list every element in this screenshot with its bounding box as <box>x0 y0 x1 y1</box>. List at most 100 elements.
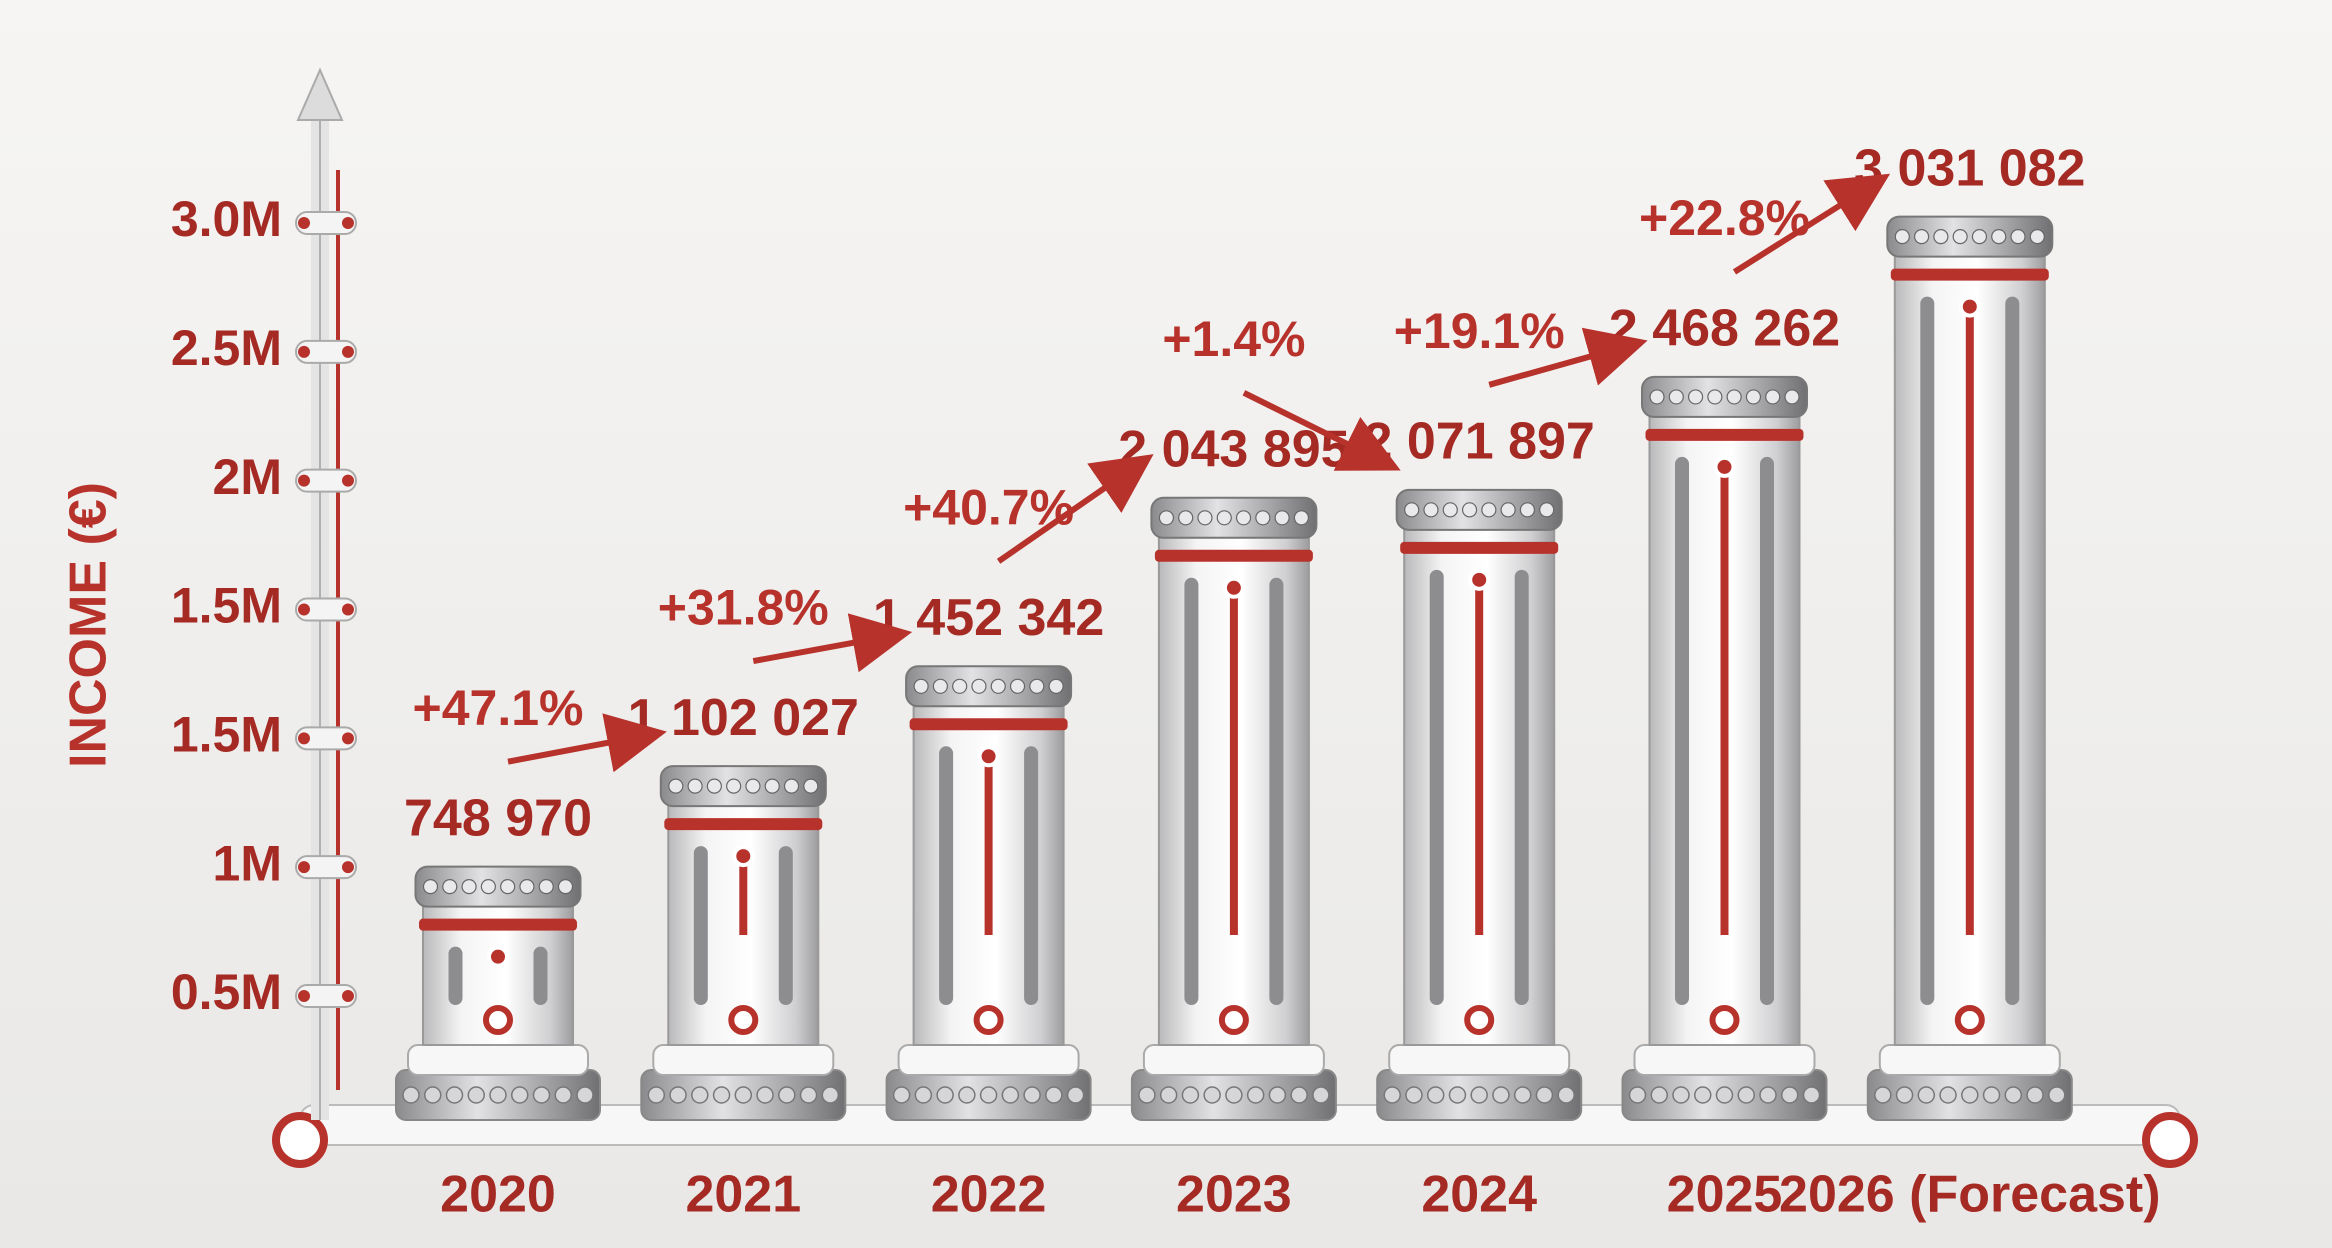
bearing-ball <box>1687 389 1704 405</box>
column-bolt <box>977 745 1000 768</box>
x-tick-label: 2026 (Forecast) <box>1779 1166 2161 1224</box>
bearing-ball <box>1759 1086 1777 1104</box>
column-base <box>897 1044 1080 1076</box>
bearing-ball <box>538 879 554 895</box>
x-tick-label: 2022 <box>931 1166 1047 1224</box>
bearing-ball <box>1178 510 1194 526</box>
bearing-ball <box>1423 502 1439 518</box>
column-slot <box>1024 746 1039 1005</box>
axis-clip-dot <box>342 217 354 229</box>
column-bolt <box>973 1005 1004 1035</box>
bearing-ball <box>952 678 968 694</box>
growth-label: +1.4% <box>1162 311 1305 367</box>
column-stripe <box>1965 316 1974 935</box>
axis-clip-dot <box>342 990 354 1002</box>
bearing-cap <box>1150 496 1318 539</box>
column-slot <box>1429 569 1444 1005</box>
bearing-ball <box>1404 502 1420 518</box>
column-base <box>1633 1044 1816 1076</box>
bearing-ball <box>821 1086 840 1104</box>
bearing-ball <box>979 1086 998 1104</box>
bearing-ball <box>1426 1086 1445 1104</box>
bearing-ball <box>1894 229 1910 245</box>
column-red-ring <box>664 818 823 831</box>
column-stripe <box>739 866 748 935</box>
bearing-ball <box>892 1086 911 1104</box>
bearing-ball <box>687 778 703 794</box>
bearing-ball <box>1225 1086 1243 1104</box>
bearing-ball <box>1895 1086 1914 1104</box>
bearing-ball <box>1048 678 1064 694</box>
bearing-ball <box>1405 1086 1423 1104</box>
bearing-ball <box>1745 389 1762 405</box>
column-slot <box>1760 456 1774 1005</box>
bearing-ball <box>803 778 819 794</box>
bearing-ball <box>1461 502 1478 518</box>
column-base <box>1388 1044 1571 1076</box>
axis-clip-dot <box>342 732 354 745</box>
growth-label: +47.1% <box>413 680 584 736</box>
bearing-ball <box>706 778 722 794</box>
column-bolt <box>728 1005 759 1035</box>
bearing-ball <box>1216 510 1232 526</box>
bearing-ball <box>1535 1086 1554 1104</box>
bearing-ball <box>1197 510 1213 526</box>
bearing-ball <box>1650 1086 1668 1104</box>
bearing-cap <box>1886 215 2054 258</box>
bearing-ball <box>1481 502 1497 518</box>
bearing-ball <box>576 1086 594 1104</box>
bearing-ball <box>1159 1086 1178 1104</box>
value-label: 2 468 262 <box>1609 300 1840 358</box>
bearing-ball <box>489 1086 507 1104</box>
bearing-ball <box>1470 1086 1488 1104</box>
bearing-ball <box>669 1086 687 1104</box>
bearing-ball <box>1668 389 1684 405</box>
value-label: 3 031 082 <box>1854 139 2085 197</box>
column-bolt <box>732 845 755 868</box>
bearing-ball <box>422 879 439 895</box>
y-axis-arrow <box>296 67 344 121</box>
bearing-ball <box>1539 502 1555 518</box>
bearing-ball <box>668 778 684 794</box>
growth-label: +19.1% <box>1394 303 1565 359</box>
bearing-ball <box>2004 1086 2023 1104</box>
x-tick-label: 2021 <box>685 1166 801 1224</box>
base-bolt <box>2142 1112 2198 1168</box>
axis-clip-dot <box>342 345 354 358</box>
bearing-ball <box>2048 1086 2066 1104</box>
bearing-ball <box>1913 229 1930 245</box>
bearing-ball <box>1557 1086 1575 1104</box>
base-bolt <box>272 1112 328 1168</box>
growth-arrow <box>507 713 667 773</box>
bearing-ball <box>402 1086 420 1104</box>
bearing-cap <box>414 865 582 908</box>
axis-clip-dot <box>298 990 310 1002</box>
growth-label: +40.7% <box>903 480 1074 536</box>
column-base <box>1878 1044 2061 1076</box>
bearing-ball <box>712 1086 731 1104</box>
growth-label: +22.8% <box>1639 190 1810 246</box>
bearing-ball <box>500 879 516 895</box>
bearing-ball <box>1181 1086 1200 1104</box>
axis-clip-dot <box>298 732 310 745</box>
growth-arrow <box>752 613 913 673</box>
bearing-ball <box>958 1086 976 1104</box>
column-bolt <box>1464 1005 1495 1035</box>
bearing-ball <box>764 778 780 794</box>
axis-clip-dot <box>298 474 310 487</box>
bearing-ball <box>1500 502 1516 518</box>
bearing-ball <box>1513 1086 1532 1104</box>
bearing-ball <box>1274 510 1290 526</box>
column-red-ring <box>1645 428 1804 441</box>
bearing-ball <box>1290 1086 1308 1104</box>
bearing-ball <box>1158 510 1175 526</box>
bearing-cap <box>905 665 1073 708</box>
column-red-ring <box>419 918 577 931</box>
y-axis-title: INCOME (€) <box>60 482 118 768</box>
bearing-ball <box>783 778 800 794</box>
bearing-ball <box>1971 229 1988 245</box>
bearing-ball <box>1649 389 1665 405</box>
bearing-ball <box>424 1086 442 1104</box>
y-axis-label: 1M <box>213 835 282 891</box>
